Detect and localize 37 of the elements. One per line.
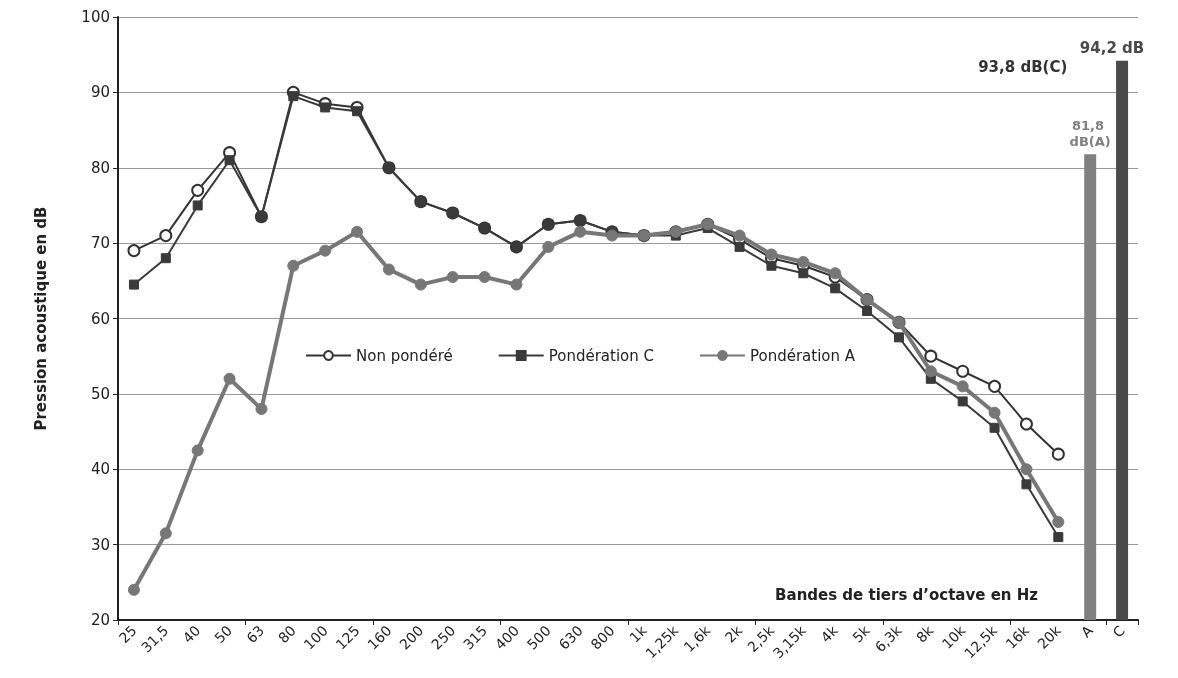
y-tick-label: 50 (90, 384, 110, 403)
legend-label: Pondération A (749, 346, 856, 365)
legend-label: Non pondéré (356, 346, 453, 365)
x-tick-label: 8k (913, 621, 938, 646)
y-tick-label: 70 (90, 234, 110, 253)
x-tick-label: A (1077, 622, 1097, 641)
x-tick-label: 160 (364, 622, 395, 653)
y-tick-label: 80 (90, 158, 110, 177)
x-tick-label: 800 (587, 622, 618, 653)
x-tick-label: 5k (849, 621, 874, 646)
x-tick-label: 1k (626, 621, 651, 646)
x-tick-label: 25 (115, 622, 140, 647)
x-tick-label: 40 (179, 622, 204, 647)
x-tick-label: 400 (491, 622, 523, 653)
x-axis-title: Bandes de tiers d’octave en Hz (775, 585, 1039, 604)
x-tick-label: 63 (243, 622, 268, 647)
x-tick-label: 2k (721, 621, 746, 646)
legend-label: Pondération C (548, 346, 654, 365)
x-tick-label: 20k (1034, 621, 1065, 652)
data-label: 81,8 dB(A) (1069, 117, 1111, 149)
y-axis-title: Pression acoustique en dB (31, 206, 50, 431)
x-tick-label: 50 (211, 622, 236, 647)
data-label: 94,2 dB (1079, 38, 1145, 57)
x-tick-label: 630 (555, 622, 586, 653)
annotation: 93,8 dB(C) (978, 57, 1068, 76)
y-tick-label: 40 (90, 460, 110, 479)
x-tick-label: 80 (275, 622, 299, 647)
x-tick-label: C (1109, 622, 1128, 641)
x-tick-label: 125 (332, 622, 363, 653)
x-tick-label: 16k (1002, 621, 1033, 652)
y-tick-label: 100 (81, 8, 110, 26)
x-tick-label: 100 (300, 622, 331, 653)
y-tick-label: 30 (90, 535, 110, 554)
y-tick-label: 60 (90, 309, 110, 328)
x-tick-label: 4k (817, 621, 842, 646)
y-tick-label: 90 (90, 83, 110, 102)
y-tick-label: 20 (90, 611, 110, 629)
